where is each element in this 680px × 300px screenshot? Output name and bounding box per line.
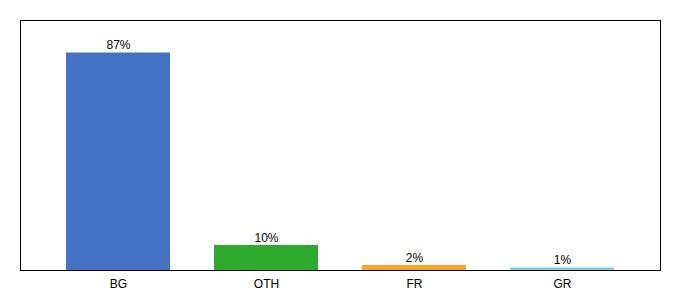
svg-text:GR: GR [554,277,572,291]
svg-text:10%: 10% [254,231,278,245]
svg-text:1%: 1% [554,253,572,267]
svg-text:BG: BG [110,277,127,291]
svg-text:2%: 2% [406,251,424,265]
svg-text:FR: FR [407,277,423,291]
svg-text:OTH: OTH [254,277,279,291]
svg-text:87%: 87% [106,38,130,52]
